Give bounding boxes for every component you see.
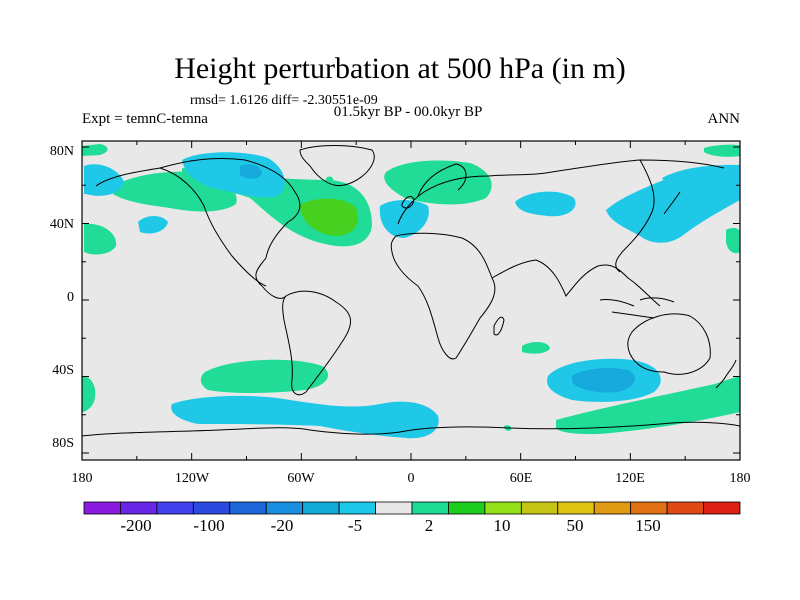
colorbar-swatch: [593, 501, 632, 515]
colorbar: [83, 501, 741, 515]
lon-tick-label: 180: [730, 471, 751, 486]
colorbar-swatch: [265, 501, 304, 515]
axis-ticks: [81, 141, 741, 460]
period-label: 01.5kyr BP - 00.0kyr BP: [333, 104, 483, 120]
negative-anomaly-canada: [182, 152, 285, 198]
lat-tick-label: 80S: [52, 436, 74, 451]
coastline-new-zealand: [715, 359, 737, 389]
coastline-uk: [401, 196, 415, 209]
experiment-label: Expt = temnC-temna: [82, 111, 208, 127]
coastline-scandinavia: [417, 163, 467, 197]
lon-tick-label: 60E: [510, 471, 533, 486]
colorbar-label: -5: [347, 516, 363, 535]
negative-anomaly-canada-core: [240, 164, 262, 179]
colorbar-swatch: [338, 501, 376, 515]
colorbar-label: 150: [635, 516, 661, 535]
colorbar-swatch: [703, 501, 741, 515]
lon-tick-label: 120W: [175, 471, 210, 486]
coastline-maritime: [599, 297, 675, 319]
coastline-asia-south: [491, 259, 661, 307]
negative-anomaly-west-europe: [379, 200, 429, 238]
coastline-greenland: [299, 145, 375, 186]
positive-anomaly-west-pacific: [726, 227, 740, 254]
lat-tick-label: 40N: [50, 217, 74, 232]
colorbar-swatch: [229, 501, 267, 515]
colorbar-swatch: [192, 501, 231, 515]
coastlines: [82, 145, 740, 437]
coastline-madagascar: [493, 316, 505, 336]
positive-anomaly-northern-europe: [384, 160, 492, 205]
colorbar-swatch: [666, 501, 704, 515]
lat-tick-label: 40S: [52, 363, 74, 378]
positive-anomaly-southern-ocean: [556, 376, 740, 435]
lat-tick-label: 80N: [50, 144, 74, 159]
negative-anomaly-indian-ocean-core: [572, 368, 635, 393]
colorbar-swatch: [156, 501, 194, 515]
coastline-north-america-west: [159, 167, 267, 287]
negative-anomaly-arctic-east: [662, 164, 740, 188]
coastline-south-america: [282, 290, 351, 396]
negative-anomaly-alaska: [84, 164, 124, 196]
colorbar-swatch: [83, 501, 121, 515]
lon-tick-label: 60W: [287, 471, 315, 486]
coastline-europe: [397, 159, 725, 225]
coastline-australia: [627, 313, 711, 375]
lon-tick-label: 120E: [615, 471, 645, 486]
positive-anomaly-east-pacific: [84, 223, 117, 255]
positive-anomaly-north-atlantic-core: [300, 198, 359, 236]
negative-anomaly-south-atlantic: [171, 395, 439, 439]
positive-anomaly-south-atlantic: [522, 342, 550, 354]
positive-anomaly-small-b: [326, 176, 334, 182]
colorbar-swatch: [375, 501, 413, 515]
coastline-antarctica: [82, 421, 740, 437]
positive-anomaly-arctic-east: [704, 144, 740, 157]
lat-tick-label: 0: [67, 290, 74, 305]
colorbar-swatch: [120, 501, 158, 515]
colorbar-swatch: [557, 501, 595, 515]
colorbar-swatch: [302, 501, 340, 515]
positive-anomaly-south-pacific: [200, 359, 329, 393]
colorbar-label: -200: [120, 516, 152, 535]
colorbar-swatch: [520, 501, 559, 515]
colorbar-swatch: [484, 501, 522, 515]
figure-title: Height perturbation at 500 hPa (in m): [174, 52, 626, 85]
colorbar-swatch: [411, 501, 449, 515]
coastline-africa: [390, 232, 496, 360]
lon-tick-label: 180: [72, 471, 93, 486]
colorbar-label: 2: [424, 516, 434, 535]
negative-anomaly-central-asia: [515, 191, 576, 217]
colorbar-swatch: [448, 501, 486, 515]
contour-field: [82, 141, 740, 460]
colorbar-label: 10: [493, 516, 511, 535]
stats-line: rmsd= 1.6126 diff= -2.30551e-09: [190, 93, 378, 108]
colorbar-label: 50: [566, 516, 584, 535]
lon-tick-label: 0: [408, 471, 415, 486]
colorbar-label: -100: [193, 516, 225, 535]
positive-anomaly-west-southern: [82, 376, 96, 412]
coastline-east-asia: [615, 159, 655, 273]
season-label: ANN: [707, 111, 741, 127]
negative-anomaly-mid-pacific: [138, 216, 168, 234]
colorbar-swatch: [630, 501, 668, 515]
coastline-japan: [663, 191, 681, 215]
colorbar-label: -20: [270, 516, 294, 535]
